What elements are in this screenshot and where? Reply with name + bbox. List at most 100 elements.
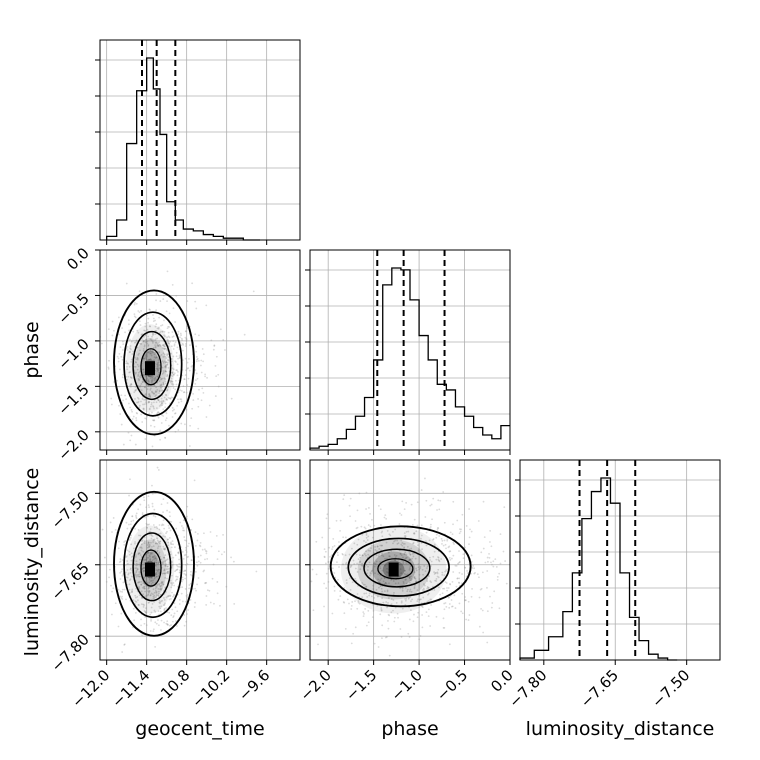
sample-point — [145, 338, 147, 341]
sample-point — [182, 343, 185, 346]
sample-point — [134, 341, 137, 344]
sample-point — [162, 545, 165, 548]
sample-point — [140, 413, 143, 416]
sample-point — [156, 570, 159, 573]
contour-line — [377, 558, 414, 580]
sample-point — [186, 596, 189, 599]
sample-point — [426, 586, 429, 588]
sample-point — [143, 542, 146, 545]
sample-point — [163, 556, 165, 559]
sample-point — [429, 598, 432, 601]
sample-point — [404, 573, 407, 576]
contour-line — [113, 289, 195, 436]
sample-point — [155, 569, 158, 571]
sample-point — [379, 585, 382, 588]
sample-point — [120, 597, 123, 599]
sample-point — [153, 425, 156, 428]
sample-point — [424, 516, 427, 518]
sample-point — [163, 548, 166, 551]
sample-point — [156, 368, 159, 371]
sample-point — [365, 592, 368, 595]
sample-point — [156, 363, 158, 366]
sample-point — [174, 341, 177, 344]
sample-point — [416, 501, 419, 504]
sample-point — [142, 340, 145, 343]
sample-point — [189, 344, 191, 347]
sample-point — [427, 587, 430, 589]
sample-point — [150, 579, 153, 582]
sample-point — [151, 411, 153, 414]
sample-point — [158, 351, 161, 354]
sample-point — [210, 339, 213, 342]
sample-point — [142, 567, 145, 570]
sample-point — [482, 631, 485, 634]
sample-point — [196, 564, 199, 567]
sample-point — [154, 645, 157, 648]
sample-point — [107, 328, 110, 330]
sample-point — [410, 590, 413, 593]
sample-point — [166, 623, 169, 626]
sample-point — [181, 586, 184, 589]
sample-point — [423, 583, 425, 586]
sample-point — [147, 393, 150, 396]
sample-point — [444, 581, 447, 583]
sample-point — [182, 391, 185, 394]
sample-point — [128, 365, 131, 368]
sample-point — [146, 359, 148, 361]
sample-point — [490, 561, 492, 564]
sample-point — [132, 519, 135, 522]
sample-point — [138, 379, 140, 382]
sample-point — [129, 406, 131, 409]
sample-point — [107, 366, 110, 369]
sample-point — [441, 571, 444, 574]
sample-point — [558, 585, 560, 587]
sample-point — [163, 569, 165, 572]
sample-point — [195, 356, 198, 358]
sample-point — [405, 553, 408, 556]
sample-point — [152, 419, 154, 422]
sample-point — [172, 307, 175, 310]
sample-point — [147, 541, 150, 544]
sample-point — [170, 543, 173, 546]
sample-point — [178, 558, 180, 561]
sample-point — [159, 607, 162, 610]
sample-point — [416, 524, 419, 527]
sample-point — [179, 336, 181, 339]
sample-point — [445, 569, 448, 572]
sample-point — [157, 469, 160, 471]
sample-point — [356, 593, 359, 595]
sample-point — [154, 345, 157, 348]
ylabel-phase: phase — [21, 321, 43, 378]
sample-point — [369, 525, 372, 528]
sample-point — [397, 616, 399, 619]
sample-point — [136, 564, 139, 566]
sample-point — [126, 527, 129, 530]
sample-point — [150, 560, 153, 563]
x-tick-label: −7.80 — [505, 666, 550, 711]
sample-point — [111, 334, 114, 337]
sample-point — [154, 573, 157, 576]
sample-point — [162, 383, 165, 386]
sample-point — [427, 592, 430, 595]
sample-point — [176, 578, 179, 581]
sample-point — [138, 563, 141, 566]
panel-frame — [309, 249, 511, 451]
sample-point — [358, 602, 361, 605]
sample-point — [142, 347, 145, 350]
sample-point — [171, 380, 174, 383]
sample-point — [454, 607, 457, 609]
sample-point — [132, 415, 135, 418]
sample-point — [176, 363, 179, 366]
sample-point — [210, 545, 213, 548]
sample-point — [145, 558, 148, 561]
sample-point — [203, 569, 206, 572]
sample-point — [413, 571, 416, 574]
sample-point — [408, 567, 411, 570]
sample-point — [147, 384, 150, 387]
sample-point — [175, 564, 178, 566]
sample-point — [367, 524, 370, 526]
sample-point — [194, 300, 197, 303]
sample-point — [180, 580, 183, 583]
sample-point — [143, 604, 145, 606]
sample-point — [382, 601, 385, 604]
